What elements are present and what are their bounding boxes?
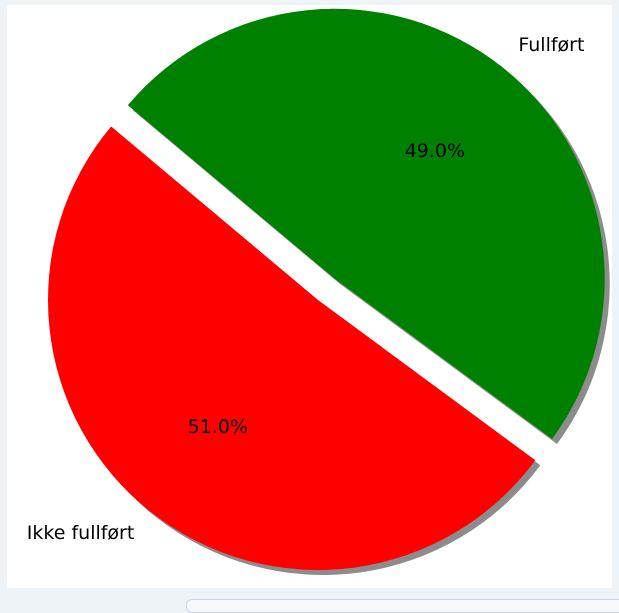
percent-label-fullf-rt: 49.0% bbox=[405, 140, 465, 162]
percent-label-ikke-fullf-rt: 51.0% bbox=[188, 416, 248, 438]
pie-labels: Ikke fullført 51.0% Fullført 49.0% bbox=[27, 34, 585, 544]
slice-label-fullf-rt: Fullført bbox=[518, 34, 584, 56]
slice-label-ikke-fullf-rt: Ikke fullført bbox=[27, 522, 135, 544]
pie-slice-fullf-rt bbox=[127, 8, 605, 440]
pie-slices bbox=[48, 8, 605, 570]
pie-slice-ikke-fullf-rt bbox=[48, 126, 536, 570]
